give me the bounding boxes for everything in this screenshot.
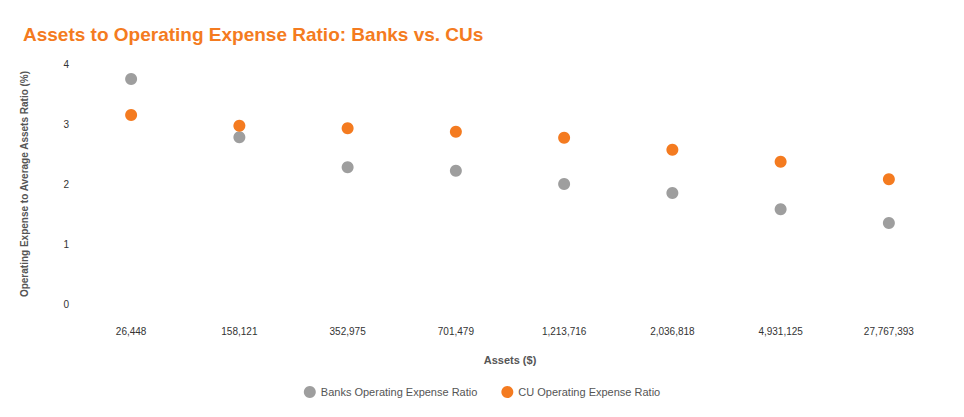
svg-text:1,213,716: 1,213,716 bbox=[542, 326, 587, 337]
svg-text:701,479: 701,479 bbox=[438, 326, 475, 337]
svg-text:158,121: 158,121 bbox=[221, 326, 258, 337]
svg-text:0: 0 bbox=[63, 299, 69, 310]
svg-text:Banks Operating Expense Ratio: Banks Operating Expense Ratio bbox=[321, 386, 478, 398]
svg-text:26,448: 26,448 bbox=[116, 326, 147, 337]
svg-text:CU Operating Expense Ratio: CU Operating Expense Ratio bbox=[518, 386, 660, 398]
svg-text:352,975: 352,975 bbox=[330, 326, 367, 337]
svg-text:Assets to Operating Expense Ra: Assets to Operating Expense Ratio: Banks… bbox=[23, 24, 483, 45]
svg-text:2,036,818: 2,036,818 bbox=[650, 326, 695, 337]
svg-text:1: 1 bbox=[63, 239, 69, 250]
svg-text:27,767,393: 27,767,393 bbox=[864, 326, 914, 337]
svg-text:4: 4 bbox=[63, 59, 69, 70]
svg-text:Assets ($): Assets ($) bbox=[484, 354, 537, 366]
svg-text:4,931,125: 4,931,125 bbox=[758, 326, 803, 337]
svg-text:3: 3 bbox=[63, 119, 69, 130]
svg-text:Operating Expense to Average A: Operating Expense to Average Assets Rati… bbox=[19, 71, 30, 297]
svg-text:2: 2 bbox=[63, 179, 69, 190]
